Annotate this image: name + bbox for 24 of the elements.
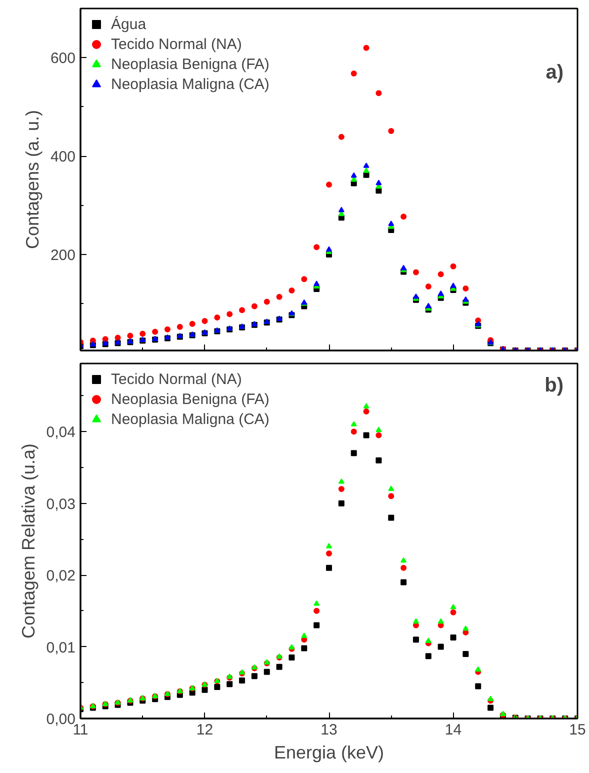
y-tick-label: 600 bbox=[50, 50, 76, 68]
x-tick-label: 15 bbox=[569, 722, 586, 738]
annotation: b) bbox=[544, 374, 564, 396]
legend-label: Tecido Normal (NA) bbox=[111, 36, 242, 52]
x-axis-title: Energia (keV) bbox=[274, 742, 384, 762]
x-tick-label: 14 bbox=[444, 722, 462, 738]
x-tick-label: 12 bbox=[196, 722, 214, 738]
annotation: a) bbox=[546, 62, 564, 84]
legend-label: Neoplasia Maligna (CA) bbox=[111, 76, 270, 92]
y-tick-label: 0,00 bbox=[46, 711, 76, 728]
y-tick-label: 0,02 bbox=[46, 568, 76, 585]
x-tick-label: 13 bbox=[320, 722, 338, 738]
y-axis-title: Contagem Relativa (u.a) bbox=[18, 443, 38, 639]
y-tick-label: 0,01 bbox=[46, 639, 76, 656]
legend-label: Neoplasia Benigna (FA) bbox=[111, 390, 270, 408]
legend-label: Neoplasia Maligna (CA) bbox=[111, 410, 270, 428]
legend-label: Água bbox=[111, 16, 146, 32]
y-tick-label: 0,03 bbox=[46, 496, 76, 513]
y-axis-title: Contagens (a. u.) bbox=[22, 110, 42, 250]
y-tick-label: 0,04 bbox=[46, 424, 76, 442]
legend-label: Tecido Normal (NA) bbox=[111, 370, 242, 388]
y-tick-label: 400 bbox=[50, 148, 76, 166]
legend-label: Neoplasia Benigna (FA) bbox=[111, 56, 270, 72]
y-tick-label: 200 bbox=[50, 247, 76, 264]
